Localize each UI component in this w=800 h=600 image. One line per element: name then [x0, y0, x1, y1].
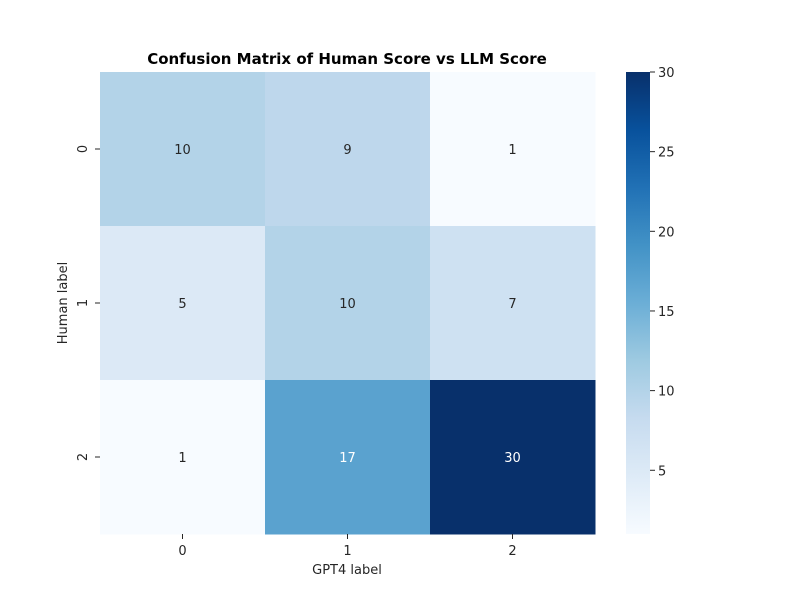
- y-axis: 0 1 2: [76, 145, 100, 461]
- heatmap-cell-r0-c2: [430, 72, 596, 227]
- cell-value-r2-c2: 30: [504, 451, 521, 466]
- colorbar: 5 10 15 20 25 30: [626, 66, 675, 534]
- cell-value-r0-c2: 1: [508, 143, 516, 158]
- heatmap-cell-r1-c2: [430, 226, 596, 381]
- colorbar-tick-label-10: 10: [658, 385, 675, 400]
- heatmap-cell-r2-c0: [100, 380, 266, 535]
- colorbar-tick-label-15: 15: [658, 305, 675, 320]
- x-tick-label-2: 2: [508, 544, 516, 559]
- colorbar-gradient: [626, 72, 650, 534]
- cell-value-r0-c1: 9: [343, 143, 351, 158]
- x-tick-label-1: 1: [343, 544, 351, 559]
- y-tick-label-2: 2: [76, 453, 91, 461]
- cell-value-r2-c1: 17: [339, 451, 356, 466]
- x-axis: 0 1 2: [178, 534, 517, 559]
- colorbar-ticks: 5 10 15 20 25 30: [650, 66, 675, 479]
- heatmap-cell-r1-c0: [100, 226, 266, 381]
- heatmap-cell-r2-c1: [265, 380, 431, 535]
- chart-title: Confusion Matrix of Human Score vs LLM S…: [147, 50, 547, 68]
- colorbar-tick-label-20: 20: [658, 225, 675, 240]
- y-tick-label-1: 1: [76, 299, 91, 307]
- cell-value-r0-c0: 10: [174, 143, 191, 158]
- x-tick-label-0: 0: [178, 544, 186, 559]
- heatmap-cell-r1-c1: [265, 226, 431, 381]
- colorbar-tick-label-5: 5: [658, 464, 666, 479]
- cell-value-r2-c0: 1: [178, 451, 186, 466]
- heatmap-cells: 10 9 1 5 10 7 1 17 30: [100, 72, 596, 535]
- heatmap-cell-r0-c1: [265, 72, 431, 227]
- cell-value-r1-c1: 10: [339, 297, 356, 312]
- y-axis-label: Human label: [56, 262, 71, 344]
- heatmap-cell-r2-c2: [430, 380, 596, 535]
- cell-value-r1-c0: 5: [178, 297, 186, 312]
- heatmap-cell-r0-c0: [100, 72, 266, 227]
- colorbar-tick-label-30: 30: [658, 66, 675, 81]
- x-axis-label: GPT4 label: [312, 563, 382, 578]
- y-tick-label-0: 0: [76, 145, 91, 153]
- cell-value-r1-c2: 7: [508, 297, 516, 312]
- colorbar-tick-label-25: 25: [658, 146, 675, 161]
